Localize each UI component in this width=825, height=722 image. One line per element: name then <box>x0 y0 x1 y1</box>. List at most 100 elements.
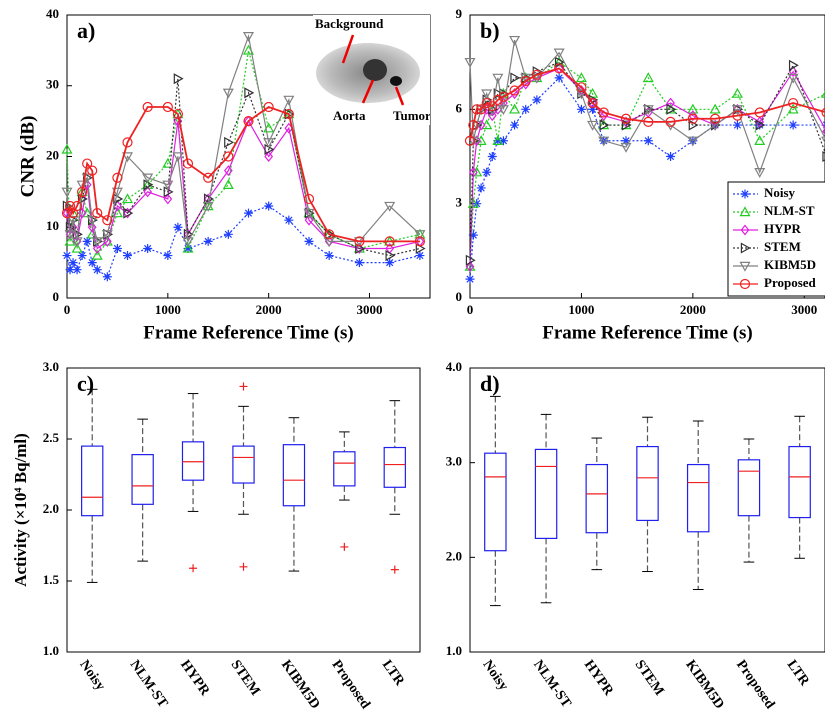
marker <box>64 230 76 241</box>
marker <box>102 235 112 247</box>
annotation: Background <box>315 16 384 31</box>
marker <box>788 97 799 109</box>
marker <box>465 254 476 266</box>
y-axis-label: CNR (dB) <box>17 116 38 198</box>
x-tick-label: 3000 <box>357 302 383 317</box>
marker <box>203 172 214 183</box>
marker <box>112 243 122 253</box>
x-tick-label: KIBM5D <box>682 658 726 712</box>
marker <box>64 200 76 212</box>
panel-label: d) <box>480 371 500 396</box>
box <box>737 459 761 517</box>
marker <box>621 136 631 146</box>
marker <box>642 105 654 116</box>
marker <box>755 119 766 131</box>
marker <box>324 228 335 240</box>
y-tick-label: 3 <box>456 195 463 210</box>
marker <box>77 186 88 197</box>
panel: 0 1000 2000 3000 0 3 6 9 b) Frame Reference Time … <box>456 6 825 343</box>
marker <box>224 136 235 148</box>
marker <box>487 110 497 122</box>
series-line <box>66 119 421 250</box>
y-tick-label: 2.0 <box>43 501 59 516</box>
marker <box>482 167 492 177</box>
marker <box>414 236 426 247</box>
marker <box>665 103 677 114</box>
marker <box>510 72 521 84</box>
box <box>585 463 609 534</box>
marker <box>283 95 295 106</box>
marker <box>323 237 335 248</box>
marker <box>172 108 184 120</box>
marker <box>599 119 610 131</box>
marker <box>509 85 520 96</box>
marker <box>76 180 88 191</box>
marker <box>92 208 103 219</box>
marker <box>575 89 587 100</box>
marker <box>384 201 396 212</box>
y-tick-label: 3.0 <box>43 359 59 374</box>
y-tick-label: 20 <box>46 147 59 162</box>
marker <box>72 265 82 275</box>
marker <box>203 236 213 246</box>
marker <box>492 94 503 106</box>
marker <box>509 35 521 46</box>
y-tick-label: 6 <box>456 100 463 115</box>
marker <box>324 229 335 240</box>
marker <box>121 193 134 204</box>
legend-box <box>727 181 825 297</box>
marker <box>476 104 487 115</box>
marker <box>61 187 73 198</box>
box <box>383 446 406 488</box>
legend-label: STEM <box>764 239 801 254</box>
x-tick-label: 1000 <box>568 302 594 317</box>
marker <box>487 101 498 112</box>
marker <box>553 48 565 59</box>
marker <box>666 103 677 115</box>
marker <box>755 120 765 130</box>
marker <box>464 135 476 146</box>
marker <box>86 215 98 226</box>
marker <box>71 242 83 253</box>
box <box>484 452 507 552</box>
marker <box>183 243 193 253</box>
marker <box>384 236 395 247</box>
x-tick-label: LTR <box>784 658 813 690</box>
marker <box>588 104 598 114</box>
marker <box>163 193 173 205</box>
marker <box>264 201 274 211</box>
x-tick-label: STEM <box>632 658 667 699</box>
box <box>181 441 205 481</box>
marker <box>283 108 294 120</box>
marker <box>87 258 97 268</box>
marker <box>92 265 102 275</box>
marker <box>521 104 531 114</box>
inset-organ <box>363 59 387 81</box>
marker <box>497 105 509 116</box>
marker <box>740 224 750 236</box>
box <box>788 445 811 519</box>
y-axis-label: Activity (×10⁴ Bq/ml) <box>11 433 30 587</box>
marker <box>465 261 475 273</box>
marker <box>487 152 497 161</box>
marker <box>587 120 599 131</box>
marker <box>263 138 275 149</box>
marker <box>173 222 183 232</box>
panel: 1.0 1.5 2.0 2.5 3.0 Noisy NLM-ST HYPR STEM KIBM5D… <box>11 359 421 712</box>
box <box>232 445 255 484</box>
x-tick-label: NLM-ST <box>127 658 171 712</box>
marker <box>82 179 92 191</box>
marker <box>182 242 194 253</box>
marker <box>598 107 609 118</box>
marker <box>82 158 93 169</box>
plot-frame <box>469 367 825 653</box>
marker <box>122 137 133 148</box>
marker <box>468 166 478 178</box>
annotation-arrow <box>361 79 375 104</box>
marker <box>102 272 112 282</box>
marker <box>642 72 654 83</box>
x-tick-label: HYPR <box>581 658 617 700</box>
marker <box>304 236 314 246</box>
x-tick-label: Noisy <box>76 658 107 694</box>
x-tick-label: KIBM5D <box>278 658 322 712</box>
